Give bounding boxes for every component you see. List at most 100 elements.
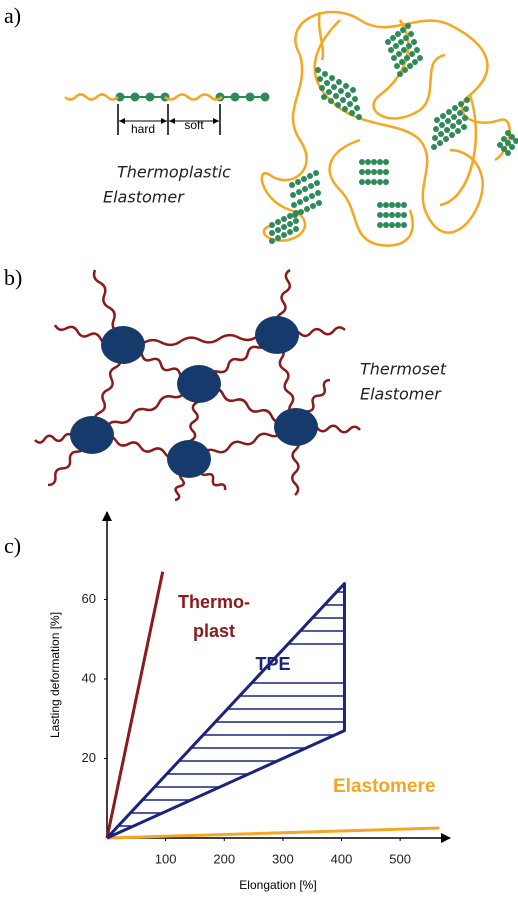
dot <box>377 202 383 208</box>
dot <box>310 203 316 209</box>
crosslink <box>101 326 145 364</box>
dot <box>340 97 346 103</box>
dot <box>461 124 467 130</box>
x-tick-label: 400 <box>331 851 353 866</box>
dot <box>289 182 295 188</box>
dot <box>389 202 395 208</box>
dot <box>231 93 240 102</box>
dot <box>440 113 446 119</box>
dot <box>383 202 389 208</box>
dot <box>405 23 411 29</box>
dot <box>293 226 299 232</box>
dot <box>438 131 444 137</box>
dot <box>333 93 339 99</box>
dot <box>446 109 452 115</box>
x-tick-label: 100 <box>155 851 177 866</box>
dot <box>338 88 344 94</box>
dot <box>336 79 342 85</box>
dot <box>383 159 389 165</box>
x-axis-label: Elongation [%] <box>239 878 316 892</box>
dot <box>281 232 287 238</box>
dot <box>356 114 362 120</box>
dot <box>377 222 383 228</box>
dot <box>394 63 400 69</box>
dot <box>296 189 302 195</box>
dot <box>395 222 401 228</box>
y-tick-label: 60 <box>82 591 96 606</box>
dot <box>391 55 397 61</box>
dot <box>246 93 255 102</box>
y-tick-label: 40 <box>82 670 96 685</box>
dot <box>359 179 365 185</box>
dot <box>383 212 389 218</box>
dot <box>308 183 314 189</box>
dot <box>450 123 456 129</box>
caption: Elastomer <box>103 188 185 207</box>
dot <box>328 98 334 104</box>
dot <box>317 76 323 82</box>
annotation: Thermo- <box>178 592 250 612</box>
dot <box>397 71 403 77</box>
dot <box>395 202 401 208</box>
caption: Thermoplastic <box>117 163 231 182</box>
soft-segment <box>165 95 222 100</box>
dot <box>315 190 321 196</box>
dot <box>314 180 320 186</box>
x-tick-label: 200 <box>213 851 235 866</box>
panel-label: c) <box>4 533 21 558</box>
dot <box>398 39 404 45</box>
dot <box>303 196 309 202</box>
dot <box>326 89 332 95</box>
dot <box>307 173 313 179</box>
dot <box>291 202 297 208</box>
dot <box>383 222 389 228</box>
dot <box>302 186 308 192</box>
dot <box>322 71 328 77</box>
dot <box>449 132 455 138</box>
dot <box>377 179 383 185</box>
dot <box>412 59 418 65</box>
dot <box>414 47 420 53</box>
dot <box>456 119 462 125</box>
dot <box>287 229 293 235</box>
dot <box>437 140 443 146</box>
dot <box>131 93 140 102</box>
dot <box>401 202 407 208</box>
dot <box>293 210 299 216</box>
dot <box>371 159 377 165</box>
y-axis-label: Lasting deformation [%] <box>48 612 62 738</box>
dot <box>329 75 335 81</box>
dot <box>445 118 451 124</box>
chain <box>123 333 277 348</box>
crosslink <box>167 440 211 478</box>
annotation: Elastomere <box>333 776 435 797</box>
caption: Elastomer <box>360 385 442 404</box>
dot <box>407 63 413 69</box>
dot <box>359 169 365 175</box>
dot <box>365 159 371 165</box>
crosslink <box>70 416 114 454</box>
dot <box>290 192 296 198</box>
dot <box>275 235 281 241</box>
dot <box>359 159 365 165</box>
dot <box>400 27 406 33</box>
dot <box>316 200 322 206</box>
dot <box>388 47 394 53</box>
dot <box>399 59 405 65</box>
dot <box>458 101 464 107</box>
dot <box>389 212 395 218</box>
dot <box>297 199 303 205</box>
dot <box>393 43 399 49</box>
dot <box>321 94 327 100</box>
dot <box>383 169 389 175</box>
dot <box>281 216 287 222</box>
crosslink <box>274 408 318 446</box>
dot <box>315 67 321 73</box>
dot <box>365 179 371 185</box>
figure: a) hard soft Thermoplastic Elastomer b) … <box>0 0 518 900</box>
dot <box>463 106 469 112</box>
dot <box>457 110 463 116</box>
dot <box>269 230 275 236</box>
dot <box>281 224 287 230</box>
dot <box>298 209 304 215</box>
